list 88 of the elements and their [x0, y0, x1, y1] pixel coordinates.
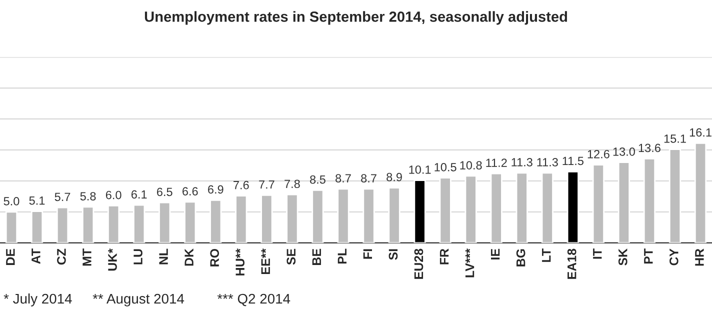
bar — [82, 206, 94, 243]
x-tick-label: LU — [134, 249, 142, 264]
data-label: 5.7 — [54, 192, 70, 202]
data-label: 10.5 — [434, 162, 456, 172]
bar — [694, 142, 707, 243]
data-label: 11.3 — [537, 158, 558, 166]
x-tick-label: PT — [644, 248, 653, 264]
x-tick-label: DE — [6, 248, 15, 265]
x-tick-label: EA18 — [567, 248, 576, 279]
bar — [312, 190, 324, 243]
data-label: 8.5 — [310, 175, 326, 184]
data-label: 10.8 — [460, 161, 482, 170]
x-tick-label: LT — [542, 248, 551, 262]
data-label: 5.0 — [4, 197, 20, 206]
x-tick-label: EE** — [261, 248, 270, 274]
x-tick-label: RO — [210, 248, 219, 266]
bar — [541, 172, 554, 243]
data-label: 11.5 — [562, 156, 584, 166]
bar — [133, 204, 146, 243]
x-tick-label: CZ — [57, 248, 66, 265]
data-label: 5.1 — [29, 196, 45, 205]
data-label: 11.3 — [512, 158, 532, 166]
data-label: 11.2 — [486, 158, 507, 167]
data-label: 7.8 — [284, 180, 300, 188]
data-label: 12.6 — [588, 150, 610, 158]
x-tick-label: NL — [159, 248, 168, 264]
x-tick-label: AT — [32, 248, 40, 264]
data-label: 7.6 — [234, 180, 249, 190]
x-tick-label: HR — [695, 248, 704, 266]
data-label: 7.7 — [259, 180, 274, 189]
x-tick-label: DK — [184, 248, 194, 266]
x-tick-label: IT — [593, 248, 602, 259]
bar — [414, 180, 426, 243]
bar — [5, 211, 18, 243]
x-tick-label: LV*** — [465, 248, 474, 278]
x-tick-label: EU28 — [414, 248, 424, 279]
text: * July 2014 — [4, 293, 72, 306]
data-label: 6.6 — [182, 187, 198, 196]
x-tick-label: BG — [516, 249, 526, 266]
bar — [108, 205, 120, 243]
x-tick-label: PL — [338, 248, 346, 264]
data-label: 6.0 — [106, 190, 122, 200]
text: *** Q2 2014 — [217, 294, 290, 306]
data-label: 10.1 — [409, 165, 431, 174]
x-tick-label: MT — [82, 248, 92, 266]
data-label: 15.1 — [664, 134, 686, 143]
x-tick-label: CY — [670, 248, 678, 266]
x-tick-label: HU** — [236, 248, 245, 276]
x-tick-label: FI — [363, 249, 372, 259]
x-tick-label: SK — [618, 248, 628, 266]
bar — [592, 164, 604, 243]
data-label: 13.0 — [613, 147, 635, 156]
x-tick-label: BE — [312, 248, 321, 265]
data-label: 13.6 — [638, 144, 660, 152]
text: ** August 2014 — [92, 294, 184, 306]
bar — [286, 194, 298, 243]
bar — [30, 210, 44, 243]
bar — [362, 188, 375, 243]
data-label: 16.1 — [690, 128, 712, 137]
bar — [210, 199, 222, 243]
bar — [618, 162, 630, 243]
x-tick-label: UK* — [108, 248, 117, 271]
x-tick-label: FR — [440, 248, 449, 264]
bar — [566, 170, 579, 243]
bar — [56, 206, 69, 243]
data-label: 5.8 — [80, 192, 96, 200]
bar — [643, 158, 656, 243]
bar — [464, 175, 477, 243]
x-tick-label: SE — [286, 248, 296, 265]
data-label: 6.9 — [208, 185, 224, 194]
bar — [260, 194, 273, 243]
data-label: 8.7 — [336, 174, 351, 182]
bar — [490, 172, 502, 243]
data-label: 6.1 — [131, 190, 147, 199]
x-tick-label: IE — [490, 248, 500, 260]
bar — [184, 201, 196, 243]
bar — [337, 188, 350, 243]
bar — [158, 202, 171, 243]
bar — [439, 177, 452, 243]
data-label: 6.5 — [156, 188, 172, 196]
bar — [516, 172, 528, 243]
bar — [388, 187, 400, 243]
x-tick-label: SI — [388, 249, 398, 260]
data-label: 8.7 — [361, 174, 376, 182]
chart-title: Unemployment rates in September 2014, seasonally adjusted — [144, 11, 567, 25]
bar — [668, 148, 682, 243]
data-label: 8.9 — [386, 172, 402, 182]
bar — [235, 195, 248, 243]
